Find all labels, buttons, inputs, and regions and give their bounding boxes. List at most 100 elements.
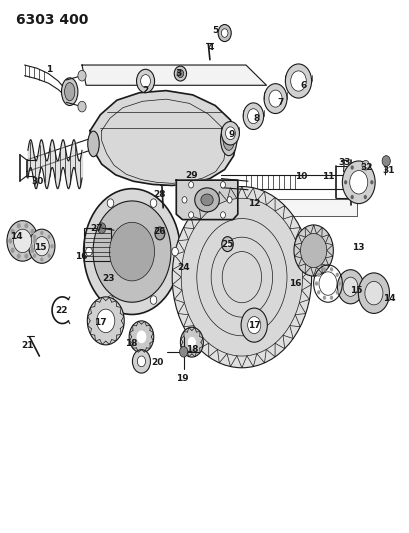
Circle shape — [316, 290, 319, 294]
Circle shape — [342, 161, 374, 204]
Circle shape — [129, 321, 153, 353]
Circle shape — [24, 223, 28, 228]
Circle shape — [335, 273, 338, 277]
Circle shape — [93, 201, 171, 302]
Circle shape — [40, 231, 43, 235]
Text: 9: 9 — [228, 130, 234, 139]
Circle shape — [227, 197, 231, 203]
Circle shape — [361, 160, 369, 170]
Circle shape — [221, 122, 239, 145]
Text: 14: 14 — [382, 294, 395, 303]
Circle shape — [136, 69, 154, 93]
Circle shape — [13, 229, 31, 253]
Text: 33: 33 — [337, 158, 350, 167]
Circle shape — [132, 350, 150, 373]
Text: 12: 12 — [247, 199, 260, 208]
Circle shape — [369, 180, 373, 184]
Circle shape — [107, 296, 113, 304]
Ellipse shape — [61, 78, 78, 106]
Circle shape — [240, 308, 267, 342]
Circle shape — [343, 180, 346, 184]
Circle shape — [329, 267, 333, 271]
Text: 21: 21 — [22, 341, 34, 350]
Circle shape — [243, 103, 263, 130]
Circle shape — [136, 330, 146, 343]
Circle shape — [7, 221, 38, 261]
Text: 6: 6 — [299, 81, 306, 90]
Circle shape — [218, 25, 231, 42]
Circle shape — [247, 317, 260, 334]
Text: 3: 3 — [175, 69, 181, 78]
Text: 13: 13 — [352, 243, 364, 252]
Circle shape — [30, 248, 34, 253]
Text: 7: 7 — [277, 98, 283, 107]
Text: 16: 16 — [75, 253, 87, 261]
Text: 5: 5 — [211, 27, 218, 35]
Circle shape — [155, 227, 164, 240]
Text: 18: 18 — [186, 345, 198, 353]
Text: 29: 29 — [185, 172, 198, 180]
Text: 20: 20 — [151, 358, 164, 367]
Circle shape — [24, 254, 28, 259]
Circle shape — [137, 356, 145, 367]
Polygon shape — [176, 180, 237, 220]
Circle shape — [316, 273, 319, 277]
Text: 28: 28 — [153, 190, 165, 199]
Circle shape — [363, 165, 366, 169]
Circle shape — [335, 290, 338, 294]
Circle shape — [188, 182, 193, 188]
Circle shape — [293, 225, 333, 276]
Circle shape — [263, 84, 286, 114]
Circle shape — [220, 212, 225, 218]
Text: 16: 16 — [288, 279, 301, 288]
Circle shape — [85, 247, 92, 256]
Text: 15: 15 — [350, 286, 362, 295]
Circle shape — [268, 90, 281, 107]
Circle shape — [171, 247, 178, 256]
Text: 31: 31 — [382, 166, 394, 175]
Circle shape — [33, 235, 36, 239]
Circle shape — [97, 223, 106, 233]
Circle shape — [225, 127, 235, 140]
Circle shape — [363, 195, 366, 199]
Circle shape — [8, 238, 12, 244]
Circle shape — [78, 70, 86, 81]
Text: 14: 14 — [10, 232, 22, 241]
Circle shape — [364, 281, 382, 305]
Circle shape — [188, 212, 193, 218]
Text: 30: 30 — [31, 177, 44, 185]
Circle shape — [50, 244, 54, 248]
Circle shape — [247, 109, 258, 124]
Circle shape — [221, 29, 227, 37]
Circle shape — [83, 189, 180, 314]
Text: 1: 1 — [46, 65, 52, 74]
Circle shape — [33, 254, 36, 258]
Circle shape — [225, 241, 229, 247]
Text: 18: 18 — [125, 340, 137, 348]
Circle shape — [11, 248, 15, 253]
Circle shape — [220, 182, 225, 188]
Circle shape — [350, 195, 353, 199]
Circle shape — [107, 199, 114, 207]
Ellipse shape — [88, 131, 99, 157]
Ellipse shape — [177, 70, 183, 78]
Circle shape — [329, 296, 333, 300]
Text: 22: 22 — [55, 306, 67, 314]
Text: 17: 17 — [247, 321, 260, 329]
Circle shape — [342, 277, 357, 296]
Circle shape — [11, 229, 15, 234]
Ellipse shape — [220, 124, 236, 156]
Circle shape — [350, 165, 353, 169]
Circle shape — [87, 297, 124, 345]
Circle shape — [29, 229, 55, 263]
Circle shape — [290, 71, 306, 91]
Text: 23: 23 — [102, 274, 115, 282]
Circle shape — [221, 237, 233, 252]
Circle shape — [182, 197, 187, 203]
Circle shape — [30, 229, 34, 234]
Circle shape — [322, 267, 325, 271]
Circle shape — [34, 237, 49, 256]
Circle shape — [180, 327, 203, 357]
Circle shape — [17, 223, 21, 228]
Bar — [84, 228, 110, 261]
